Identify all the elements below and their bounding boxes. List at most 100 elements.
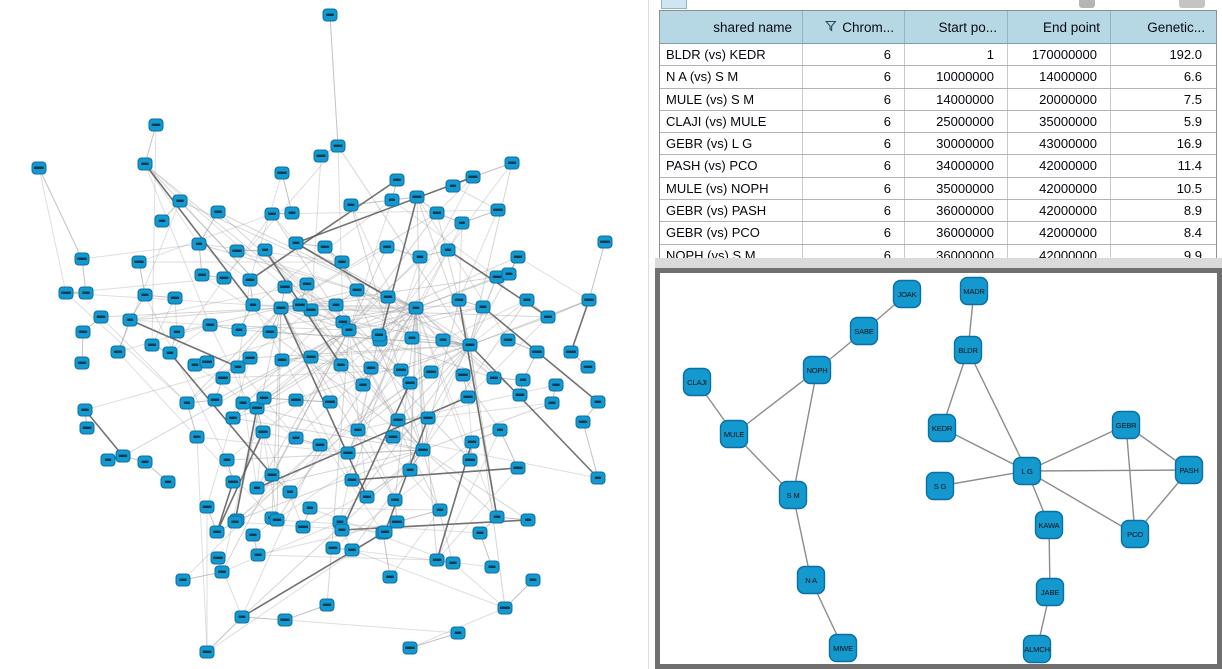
overview-network-node[interactable] [520,513,536,527]
overview-network-node[interactable] [249,481,265,495]
overview-network-node[interactable] [333,358,349,372]
overview-network-node[interactable] [510,461,526,475]
overview-network-node[interactable] [525,573,541,587]
overview-network-node[interactable] [334,523,350,537]
overview-network-node[interactable] [328,298,344,312]
overview-network-node[interactable] [199,355,215,369]
overview-network-node[interactable] [179,396,195,410]
overview-network-node[interactable] [189,430,205,444]
overview-network-node[interactable] [371,328,387,342]
overview-network-node[interactable] [160,475,176,489]
detail-network-node[interactable]: MIWE [828,633,858,663]
cell-end[interactable]: 43000000 [1008,133,1111,155]
cell-genetic[interactable]: 6.6 [1183,69,1202,85]
overview-network-node[interactable] [199,500,215,514]
cell-chromosome[interactable]: 6 [803,44,905,66]
overview-network-node[interactable] [277,280,293,294]
overview-network-node[interactable] [490,203,506,217]
detail-network-node[interactable]: CLAJI [682,367,712,397]
overview-network-node[interactable] [504,156,520,170]
detail-network-node[interactable]: JABE [1035,577,1065,607]
overview-network-node[interactable] [389,515,405,529]
cell-start[interactable]: 35000000 [905,177,1008,200]
cell-genetic[interactable]: 8.4 [1183,225,1202,241]
cell-shared-name[interactable]: PASH (vs) PCO [660,155,803,177]
overview-network-node[interactable] [465,170,481,184]
cell-genetic[interactable]: 8.9 [1183,203,1202,219]
overview-network-node[interactable] [402,463,418,477]
overview-network-node[interactable] [78,286,94,300]
overview-network-node[interactable] [382,570,398,584]
overview-network-node[interactable] [349,283,365,297]
overview-network-node[interactable] [312,438,328,452]
detail-network-node[interactable]: NOPH [802,355,832,385]
overview-network-node[interactable] [207,393,223,407]
overview-network-node[interactable] [137,288,153,302]
overview-network-node[interactable] [234,610,250,624]
overview-network-node[interactable] [460,390,476,404]
overview-network-node[interactable] [148,118,164,132]
overview-network-node[interactable] [575,415,591,429]
overview-network-node[interactable] [202,318,218,332]
overview-network-node[interactable] [231,323,247,337]
overview-network-node[interactable] [462,453,478,467]
overview-network-node[interactable] [175,573,191,587]
cell-end[interactable]: 170000000 [1008,44,1111,66]
cell-genetic[interactable]: 192.0 [1169,47,1202,62]
overview-network-node[interactable] [472,526,488,540]
overview-network-node[interactable] [497,601,513,615]
table-row[interactable]: GEBR (vs) L G 6 30000000 43000000 16.9 [660,133,1216,156]
overview-network-node[interactable] [415,443,431,457]
overview-network-node[interactable] [492,423,508,437]
cell-chromosome[interactable]: 6 [803,66,905,88]
overview-network-node[interactable] [256,391,272,405]
column-header-shared-name[interactable]: shared name [660,11,803,43]
overview-network-node[interactable] [229,244,245,258]
detail-network-node[interactable]: PASH [1174,455,1204,485]
overview-network-node[interactable] [540,310,556,324]
overview-network-node[interactable] [429,206,445,220]
detail-network-node[interactable]: KEDR [927,413,957,443]
cell-shared-name[interactable]: BLDR (vs) KEDR [660,44,803,66]
overview-network-node[interactable] [288,393,304,407]
overview-network-node[interactable] [199,645,215,659]
overview-network-node[interactable] [249,401,265,415]
overview-network-node[interactable] [450,626,466,640]
detail-network-node[interactable]: GEBR [1111,410,1141,440]
overview-network-node[interactable] [154,214,170,228]
cell-end[interactable]: 42000000 [1008,155,1111,177]
cell-chromosome[interactable]: 6 [803,222,905,244]
table-row[interactable]: BLDR (vs) KEDR 6 1 170000000 192.0 [660,44,1216,67]
cell-genetic[interactable]: 5.9 [1183,113,1202,129]
overview-network-node[interactable] [384,193,400,207]
overview-network-node[interactable] [590,471,606,485]
overview-network-node[interactable] [379,240,395,254]
overview-network-node[interactable] [319,598,335,612]
column-header-chromosome[interactable]: Chrom... [803,11,905,43]
overview-network-node[interactable] [344,543,360,557]
cell-shared-name[interactable]: MULE (vs) S M [660,88,803,110]
overview-network-node[interactable] [230,360,246,374]
cell-start[interactable]: 25000000 [905,110,1008,133]
overview-network-node[interactable] [404,331,420,345]
cell-chromosome[interactable]: 6 [803,155,905,177]
overview-network-node[interactable] [115,449,131,463]
overview-network-node[interactable] [344,473,360,487]
overview-network-node[interactable] [214,565,230,579]
overview-network-node[interactable] [215,371,231,385]
overview-network-node[interactable] [210,205,226,219]
overview-network-node[interactable] [225,411,241,425]
overview-network-node[interactable] [191,237,207,251]
overview-network-node[interactable] [317,240,333,254]
overview-network-node[interactable] [257,243,273,257]
overview-network-node[interactable] [355,378,371,392]
overview-network-node[interactable] [462,338,478,352]
cell-chromosome[interactable]: 6 [803,88,905,110]
cell-shared-name[interactable]: CLAJI (vs) MULE [660,110,803,133]
overview-network-node[interactable] [274,353,290,367]
overview-network-node[interactable] [77,403,93,417]
overview-network-node[interactable] [343,198,359,212]
overview-network-node[interactable] [512,388,528,402]
cell-end[interactable]: 20000000 [1008,88,1111,110]
table-row[interactable]: N A (vs) S M 6 10000000 14000000 6.6 [660,66,1216,89]
